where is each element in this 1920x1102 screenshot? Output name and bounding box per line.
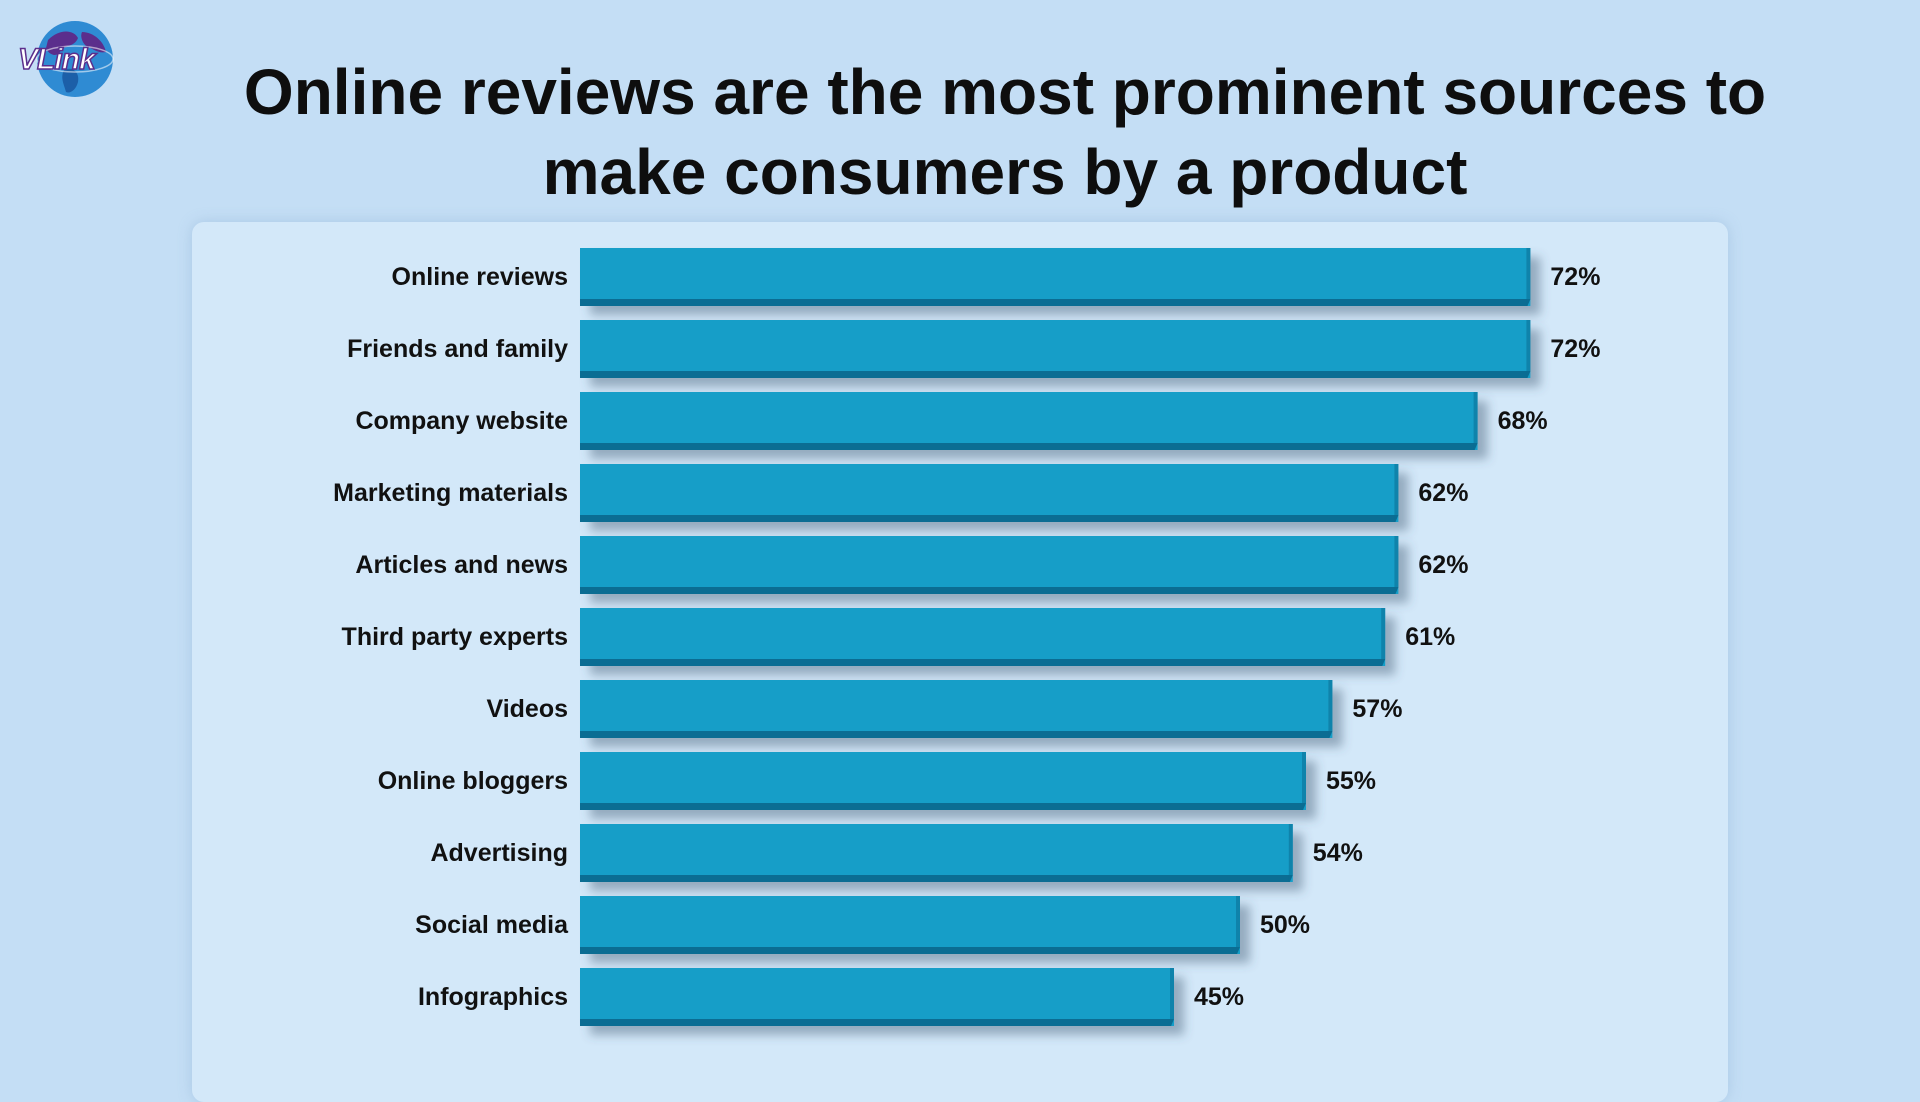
- bar: [580, 968, 1174, 1026]
- bar: [580, 320, 1531, 378]
- category-label: Third party experts: [342, 623, 568, 651]
- bars-layer: Online reviews 72% Friends and family 72% Co…: [333, 248, 1600, 1026]
- bar-side: [1170, 968, 1174, 1026]
- bar-group: Infographics 45%: [418, 968, 1244, 1026]
- category-label: Friends and family: [347, 335, 568, 363]
- value-label: 61%: [1405, 623, 1455, 651]
- bar-edge: [580, 371, 1531, 378]
- bar-edge: [580, 947, 1240, 954]
- bar-side: [1394, 464, 1399, 522]
- category-label: Infographics: [418, 983, 568, 1011]
- bar-side: [1288, 824, 1293, 882]
- bar-side: [1526, 320, 1531, 378]
- value-label: 62%: [1418, 551, 1468, 579]
- bar: [580, 608, 1386, 666]
- bar-group: Social media 50%: [415, 896, 1310, 954]
- category-label: Videos: [486, 695, 568, 723]
- bar: [580, 392, 1478, 450]
- bar-edge: [580, 731, 1333, 738]
- bar-group: Marketing materials 62%: [333, 464, 1468, 522]
- bar: [580, 248, 1531, 306]
- bar-group: Videos 57%: [486, 680, 1402, 738]
- bar-side: [1473, 392, 1478, 450]
- bar-side: [1526, 248, 1531, 306]
- value-label: 55%: [1326, 767, 1376, 795]
- bar: [580, 752, 1306, 810]
- value-label: 72%: [1550, 335, 1600, 363]
- bar-group: Online reviews 72%: [392, 248, 1600, 306]
- bar: [580, 680, 1333, 738]
- value-label: 45%: [1194, 983, 1244, 1011]
- bar-edge: [580, 587, 1399, 594]
- bar: [580, 896, 1240, 954]
- category-label: Marketing materials: [333, 479, 568, 507]
- bar-side: [1236, 896, 1240, 954]
- bar: [580, 824, 1293, 882]
- bar-group: Company website 68%: [355, 392, 1548, 450]
- category-label: Advertising: [430, 839, 568, 867]
- value-label: 68%: [1498, 407, 1548, 435]
- bar-edge: [580, 659, 1386, 666]
- bar-side: [1328, 680, 1333, 738]
- logo-text: VLink: [17, 43, 96, 76]
- value-label: 57%: [1352, 695, 1402, 723]
- bar-side: [1302, 752, 1306, 810]
- bar-side: [1394, 536, 1399, 594]
- category-label: Online reviews: [392, 263, 568, 291]
- bar-edge: [580, 1019, 1174, 1026]
- category-label: Company website: [355, 407, 568, 435]
- globe-icon: [36, 21, 114, 97]
- bar-edge: [580, 803, 1306, 810]
- category-label: Social media: [415, 911, 569, 939]
- bar-group: Articles and news 62%: [355, 536, 1468, 594]
- bar-group: Advertising 54%: [430, 824, 1363, 882]
- bar-edge: [580, 299, 1531, 306]
- bar: [580, 464, 1399, 522]
- value-label: 62%: [1418, 479, 1468, 507]
- bar-edge: [580, 515, 1399, 522]
- value-label: 54%: [1313, 839, 1363, 867]
- bar-edge: [580, 875, 1293, 882]
- chart-title: Online reviews are the most prominent so…: [243, 56, 1767, 208]
- bar-side: [1381, 608, 1386, 666]
- bar-group: Online bloggers 55%: [378, 752, 1376, 810]
- category-label: Online bloggers: [378, 767, 568, 795]
- category-label: Articles and news: [355, 551, 568, 579]
- bar-edge: [580, 443, 1478, 450]
- value-label: 72%: [1550, 263, 1600, 291]
- value-label: 50%: [1260, 911, 1310, 939]
- bar-group: Third party experts 61%: [342, 608, 1455, 666]
- vlink-logo: VLink: [17, 18, 130, 104]
- bar: [580, 536, 1399, 594]
- bar-group: Friends and family 72%: [347, 320, 1600, 378]
